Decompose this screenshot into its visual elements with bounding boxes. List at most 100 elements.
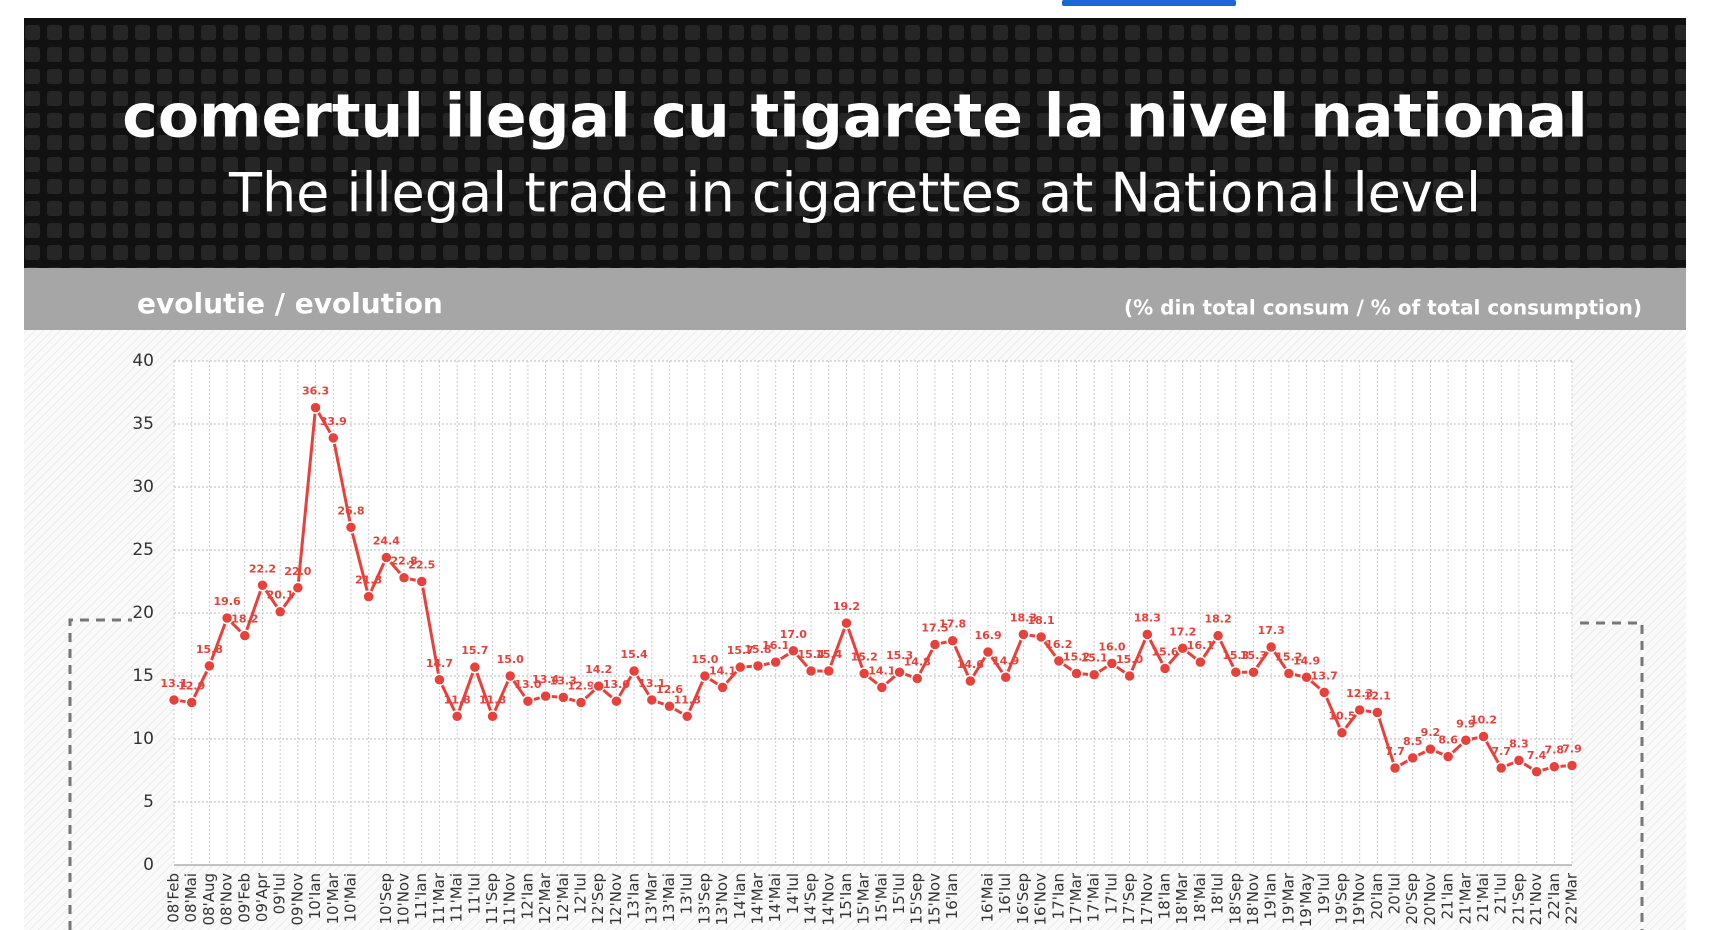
x-tick-label: 16'Ian — [943, 873, 961, 919]
point — [1176, 642, 1189, 655]
x-tick-label: 13'Nov — [713, 873, 731, 926]
x-tick-label: 21'Sep — [1509, 873, 1527, 924]
point — [663, 699, 676, 713]
x-tick-label: 11'Mar — [430, 872, 448, 924]
point — [362, 590, 375, 603]
point — [716, 681, 729, 694]
point — [769, 655, 782, 669]
x-tick-label: 15'Sep — [908, 873, 926, 924]
data-label: 14.2 — [585, 663, 612, 676]
x-tick-label: 19'May — [1297, 873, 1315, 927]
x-tick-label: 15'Mar — [855, 872, 873, 924]
data-label: 14.7 — [426, 657, 453, 670]
data-label: 13.3 — [550, 674, 577, 687]
point — [928, 638, 942, 651]
x-tick-label: 13'Mar — [642, 872, 660, 924]
point — [327, 431, 340, 445]
frame-left — [68, 618, 132, 930]
data-label: 15.0 — [497, 653, 524, 666]
data-label: 7.4 — [1527, 749, 1547, 762]
data-label: 16.0 — [1098, 640, 1125, 653]
x-tick-label: 16'Iul — [996, 873, 1014, 914]
data-label: 18.2 — [1205, 613, 1232, 626]
data-label: 15.2 — [1275, 650, 1302, 663]
data-label: 7.7 — [1385, 745, 1405, 758]
data-label: 11.8 — [479, 693, 506, 706]
x-tick-label: 08'Aug — [200, 873, 218, 926]
data-label: 11.8 — [444, 693, 471, 706]
x-tick-label: 11'Sep — [483, 873, 501, 924]
data-label: 15.3 — [886, 649, 913, 662]
point — [203, 659, 216, 673]
x-tick-label: 20'Iul — [1386, 873, 1404, 914]
x-tick-label: 21'Iul — [1492, 873, 1510, 914]
top-tab — [1062, 0, 1236, 6]
point — [273, 605, 287, 618]
x-tick-label: 13'Ian — [625, 873, 643, 919]
x-tick-label: 19'Nov — [1350, 873, 1368, 926]
data-label: 15.6 — [1151, 645, 1178, 658]
point — [1353, 703, 1366, 717]
data-label: 24.4 — [373, 535, 400, 548]
y-tick-label: 40 — [132, 351, 154, 371]
header-subtitle: The illegal trade in cigarettes at Natio… — [228, 162, 1481, 225]
point — [557, 691, 570, 704]
point — [1530, 765, 1543, 779]
header-bg — [24, 18, 1686, 268]
point — [981, 645, 995, 659]
point — [309, 401, 322, 414]
data-label: 13.1 — [160, 677, 187, 690]
data-label: 15.2 — [1063, 650, 1090, 663]
point — [1406, 751, 1419, 765]
chart-subtitle: (% din total consum / % of total consump… — [1124, 296, 1642, 320]
data-label: 11.8 — [674, 693, 701, 706]
data-label: 14.1 — [868, 664, 895, 677]
point — [1194, 655, 1207, 669]
x-tick-label: 14'Ian — [731, 873, 749, 919]
point — [344, 521, 358, 534]
point — [857, 667, 871, 680]
point — [964, 674, 977, 688]
y-tick-label: 0 — [143, 855, 154, 875]
point — [1388, 761, 1402, 775]
point — [698, 669, 712, 683]
x-tick-label: 17'Mar — [1067, 872, 1085, 924]
point — [1211, 629, 1225, 642]
data-label: 26.8 — [337, 504, 364, 517]
x-tick-label: 12'Ian — [518, 873, 536, 919]
x-tick-label: 16'Mai — [979, 873, 997, 923]
x-tick-label: 12'Mai — [554, 873, 572, 923]
x-tick-label: 13'Iul — [678, 873, 696, 914]
x-tick-label: 10'Sep — [377, 873, 395, 924]
point — [220, 611, 234, 625]
point — [1335, 726, 1349, 739]
x-tick-label: 19'Ian — [1262, 873, 1280, 919]
point — [1017, 628, 1030, 641]
data-label: 8.5 — [1403, 735, 1423, 748]
point — [751, 659, 765, 673]
x-tick-label: 09'Nov — [288, 873, 306, 926]
point — [1300, 671, 1313, 684]
point — [415, 575, 428, 588]
point — [1070, 667, 1083, 680]
point — [238, 629, 252, 642]
x-tick-label: 13'Sep — [695, 873, 713, 924]
data-label: 20.1 — [267, 589, 294, 602]
x-tick-label: 22'Ian — [1545, 873, 1563, 919]
data-label: 21.3 — [355, 574, 382, 587]
x-tick-label: 17'Nov — [1138, 873, 1156, 926]
x-tick-label: 17'Ian — [1049, 873, 1067, 919]
data-label: 22.0 — [284, 565, 311, 578]
x-tick-label: 14'Mai — [766, 873, 784, 923]
data-label: 13.4 — [532, 673, 559, 686]
data-label: 8.3 — [1509, 737, 1529, 750]
x-tick-label: 14'Iul — [784, 873, 802, 914]
data-label: 14.9 — [992, 654, 1019, 667]
data-label: 18.3 — [1134, 611, 1161, 624]
data-label: 15.0 — [691, 653, 718, 666]
point — [539, 689, 552, 703]
y-tick-label: 35 — [132, 414, 154, 434]
data-label: 15.1 — [1081, 652, 1108, 665]
data-label: 10.2 — [1470, 713, 1497, 726]
